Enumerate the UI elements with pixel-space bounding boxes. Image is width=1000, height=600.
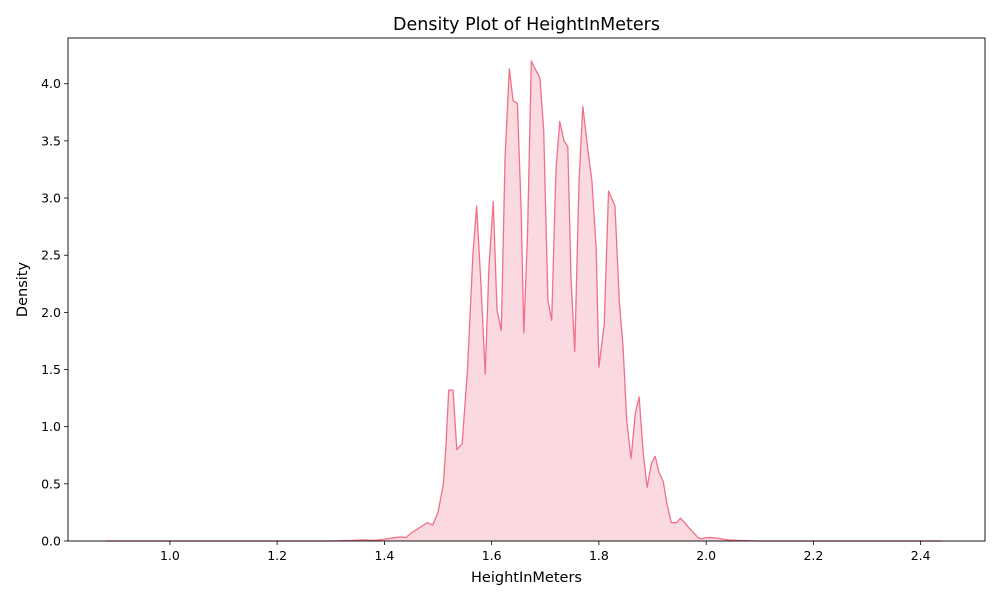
y-tick-label: 3.0 bbox=[41, 191, 61, 206]
plot-frame bbox=[67, 37, 986, 542]
x-tick-label: 1.2 bbox=[267, 548, 287, 563]
y-axis-ticks: 0.0 0.5 1.0 1.5 2.0 2.5 3.0 3.5 4.0 bbox=[41, 76, 68, 549]
x-tick-label: 2.4 bbox=[911, 548, 931, 563]
x-tick-label: 2.0 bbox=[696, 548, 716, 563]
y-tick-label: 1.5 bbox=[41, 362, 61, 377]
y-tick-label: 3.5 bbox=[41, 133, 61, 148]
x-tick-label: 1.0 bbox=[160, 548, 180, 563]
x-tick-label: 1.4 bbox=[374, 548, 394, 563]
density-area-fill bbox=[105, 60, 943, 542]
plot-area bbox=[105, 60, 943, 542]
density-line bbox=[105, 60, 943, 542]
y-tick-label: 0.5 bbox=[41, 476, 61, 491]
x-axis-label: HeightInMeters bbox=[471, 570, 582, 586]
y-tick-label: 2.5 bbox=[41, 248, 61, 263]
y-tick-label: 1.0 bbox=[41, 419, 61, 434]
x-tick-label: 1.6 bbox=[482, 548, 502, 563]
chart-title: Density Plot of HeightInMeters bbox=[393, 15, 660, 35]
x-tick-label: 2.2 bbox=[803, 548, 823, 563]
y-tick-label: 4.0 bbox=[41, 76, 61, 91]
x-tick-label: 1.8 bbox=[589, 548, 609, 563]
y-tick-label: 2.0 bbox=[41, 305, 61, 320]
y-tick-label: 0.0 bbox=[41, 534, 61, 549]
x-axis-ticks: 1.0 1.2 1.4 1.6 1.8 2.0 2.2 2.4 bbox=[160, 541, 931, 563]
y-axis-label: Density bbox=[15, 262, 31, 318]
